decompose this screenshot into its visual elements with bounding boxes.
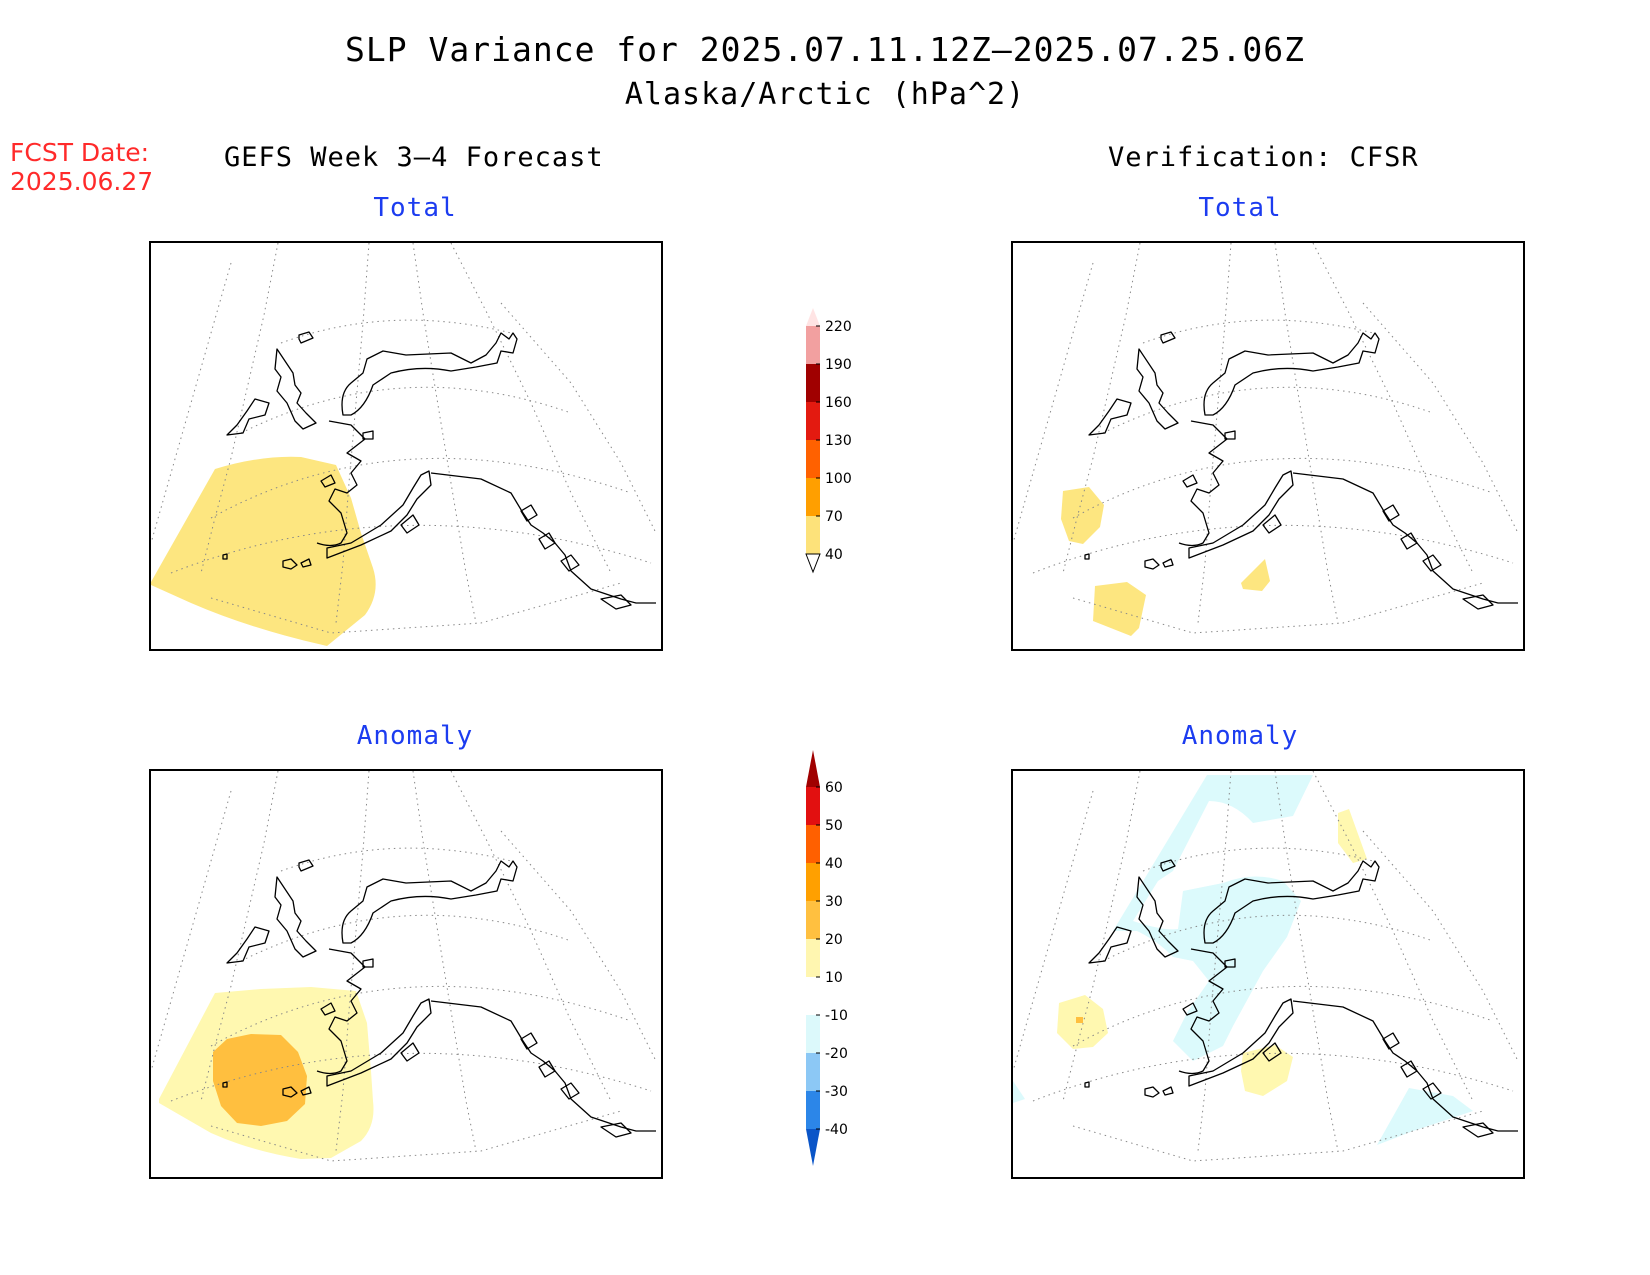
colorbar-label: -20 [825, 1046, 848, 1062]
colorbar-swatch [806, 939, 820, 977]
column-header-verification: Verification: CFSR [1108, 142, 1419, 173]
colorbar-swatch [806, 1015, 820, 1053]
colorbar-swatch [806, 364, 820, 402]
column-header-forecast: GEFS Week 3–4 Forecast [224, 142, 604, 173]
panel-title-forecast-anomaly: Anomaly [356, 721, 474, 751]
colorbar-label: 50 [825, 818, 843, 834]
forecast-date: FCST Date: 2025.06.27 [10, 138, 153, 196]
graticule [151, 771, 657, 1162]
colorbar-label: 70 [825, 509, 843, 525]
colorbar-cap-bottom [805, 553, 821, 574]
graticule [1013, 243, 1519, 634]
colorbar-cap-top [806, 308, 820, 326]
map-forecast-anomaly [149, 769, 663, 1179]
colorbar-swatch [806, 516, 820, 554]
graticule [1013, 771, 1519, 1162]
colorbar-swatch [806, 825, 820, 863]
colorbar-swatch [806, 787, 820, 825]
colorbar-swatch [806, 326, 820, 364]
colorbar-swatch [806, 1091, 820, 1129]
colorbar-total: 40 70 100 130 160 190 220 [805, 308, 852, 574]
colorbar-swatch [806, 478, 820, 516]
forecast-date-value: 2025.06.27 [10, 167, 154, 196]
panel-title-verification-total: Total [1198, 193, 1282, 223]
colorbar-label: 220 [825, 319, 852, 335]
title-line-1: SLP Variance for 2025.07.11.12Z–2025.07.… [345, 30, 1305, 69]
map-verification-anomaly [1011, 769, 1525, 1179]
variance-fill [1061, 487, 1270, 636]
colorbar-label: 40 [825, 547, 843, 563]
colorbar-swatch [806, 402, 820, 440]
colorbar-swatch [806, 440, 820, 478]
anomaly-fill [159, 987, 374, 1159]
anomaly-fill [1013, 775, 1473, 1145]
variance-fill [151, 456, 376, 646]
colorbar-label: -30 [825, 1084, 848, 1100]
forecast-date-label: FCST Date: [10, 138, 150, 167]
coastline [222, 859, 656, 1138]
colorbar-label: 40 [825, 856, 843, 872]
coastline [1084, 859, 1518, 1138]
colorbar-cap-top [806, 750, 820, 787]
colorbar-label: 100 [825, 471, 852, 487]
colorbar-swatch [806, 977, 820, 1015]
panel-title-verification-anomaly: Anomaly [1181, 721, 1299, 751]
panel-title-forecast-total: Total [373, 193, 457, 223]
colorbar-cap-bottom [806, 1129, 820, 1166]
colorbar-label: 10 [825, 970, 843, 986]
graticule [151, 243, 657, 634]
colorbar-label: -40 [825, 1122, 848, 1138]
colorbar-label: -10 [825, 1008, 848, 1024]
map-verification-total [1011, 241, 1525, 651]
coastline [1084, 331, 1518, 610]
colorbar-swatch [806, 863, 820, 901]
map-forecast-total [149, 241, 663, 651]
colorbar-swatch [806, 1053, 820, 1091]
colorbar-label: 20 [825, 932, 843, 948]
colorbar-label: 30 [825, 894, 843, 910]
colorbar-anomaly: -40 -30 -20 -10 10 20 30 40 50 60 [806, 750, 848, 1166]
colorbar-label: 60 [825, 780, 843, 796]
title-line-2: Alaska/Arctic (hPa^2) [624, 77, 1026, 112]
colorbar-label: 190 [825, 357, 852, 373]
coastline [222, 331, 656, 610]
colorbar-label: 160 [825, 395, 852, 411]
colorbar-swatch [806, 901, 820, 939]
colorbar-label: 130 [825, 433, 852, 449]
